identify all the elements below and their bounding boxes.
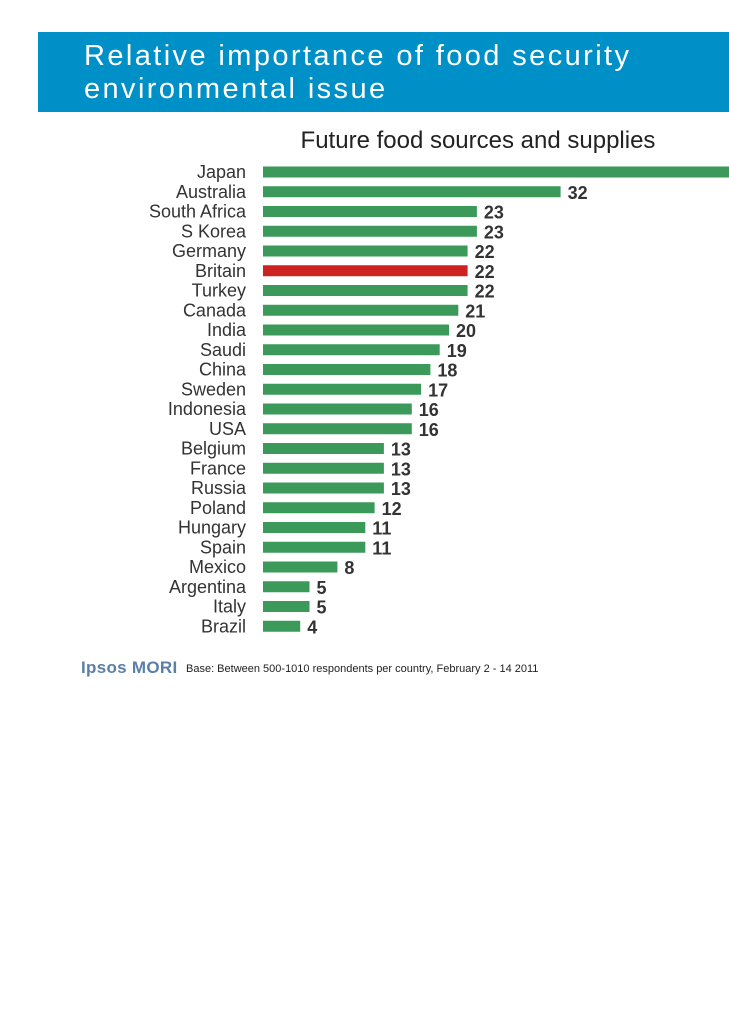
bar-france	[263, 462, 384, 474]
bar-china	[263, 364, 431, 375]
category-label: Belgium	[181, 439, 246, 459]
category-label: Canada	[183, 300, 247, 320]
category-label: Brazil	[201, 616, 246, 636]
category-label: Indonesia	[168, 399, 247, 419]
category-label: Poland	[190, 498, 246, 518]
value-label: 5	[317, 598, 327, 618]
value-label: 32	[568, 183, 588, 203]
bar-mexico	[263, 561, 338, 573]
value-label: 13	[391, 440, 411, 460]
category-label: Japan	[197, 162, 246, 182]
bar-australia	[263, 186, 561, 198]
chart-title: Future food sources and supplies	[301, 127, 656, 154]
category-label: Mexico	[189, 557, 246, 577]
value-label: 19	[447, 341, 467, 361]
bar-india	[263, 324, 449, 336]
value-label: 18	[437, 361, 457, 381]
value-label: 4	[307, 617, 317, 637]
bar-chart: Future food sources and supplies JapanAu…	[149, 127, 729, 637]
bar-sweden	[263, 383, 422, 395]
value-label: 17	[428, 380, 448, 400]
value-label: 22	[475, 242, 495, 262]
bar-japan	[263, 166, 729, 178]
bar-italy	[263, 601, 310, 612]
value-label: 13	[391, 459, 411, 479]
value-label: 5	[317, 578, 327, 598]
bar-south-africa	[263, 206, 477, 217]
bar-russia	[263, 482, 384, 494]
value-label: 8	[344, 558, 354, 578]
bar-poland	[263, 502, 375, 514]
value-label: 21	[465, 301, 485, 321]
value-label: 16	[419, 420, 439, 440]
category-label: Hungary	[178, 518, 246, 538]
category-label: Australia	[176, 182, 247, 202]
value-label: 11	[372, 519, 391, 539]
value-label: 23	[484, 222, 504, 242]
bar-usa	[263, 423, 412, 435]
category-label: Turkey	[192, 281, 246, 301]
bar-indonesia	[263, 403, 412, 415]
bar-hungary	[263, 522, 366, 533]
value-label: 11	[372, 538, 391, 558]
bar-germany	[263, 245, 468, 257]
category-label: Germany	[172, 241, 246, 261]
value-label: 22	[475, 262, 495, 282]
category-label: South Africa	[149, 202, 247, 222]
value-label: 12	[382, 499, 402, 519]
category-label: India	[207, 320, 247, 340]
category-label: USA	[209, 419, 246, 439]
bar-argentina	[263, 581, 310, 593]
bar-belgium	[263, 443, 384, 454]
bar-spain	[263, 541, 366, 553]
value-label: 16	[419, 400, 439, 420]
category-label: China	[199, 360, 247, 380]
bar-s-korea	[263, 225, 477, 237]
bar-brazil	[263, 620, 301, 632]
title-banner: Relative importance of food security env…	[38, 32, 729, 112]
category-label: Britain	[195, 261, 246, 281]
category-label: Saudi	[200, 340, 246, 360]
ipsos-mori-logo: Ipsos MORI	[81, 658, 178, 677]
value-label: 13	[391, 479, 411, 499]
bar-britain	[263, 265, 468, 277]
base-note: Base: Between 500-1010 respondents per c…	[186, 663, 539, 675]
bar-canada	[263, 304, 459, 316]
category-label: Italy	[213, 597, 246, 617]
value-label: 23	[484, 203, 504, 223]
category-label: Spain	[200, 537, 246, 557]
page-title: Relative importance of food security env…	[84, 40, 632, 105]
category-label: Sweden	[181, 379, 246, 399]
value-label: 20	[456, 321, 476, 341]
category-label: Argentina	[169, 577, 247, 597]
category-label: Russia	[191, 478, 247, 498]
value-label: 22	[475, 282, 495, 302]
category-label: S Korea	[181, 221, 247, 241]
category-label: France	[190, 458, 246, 478]
bar-saudi	[263, 344, 440, 356]
bar-turkey	[263, 285, 468, 296]
